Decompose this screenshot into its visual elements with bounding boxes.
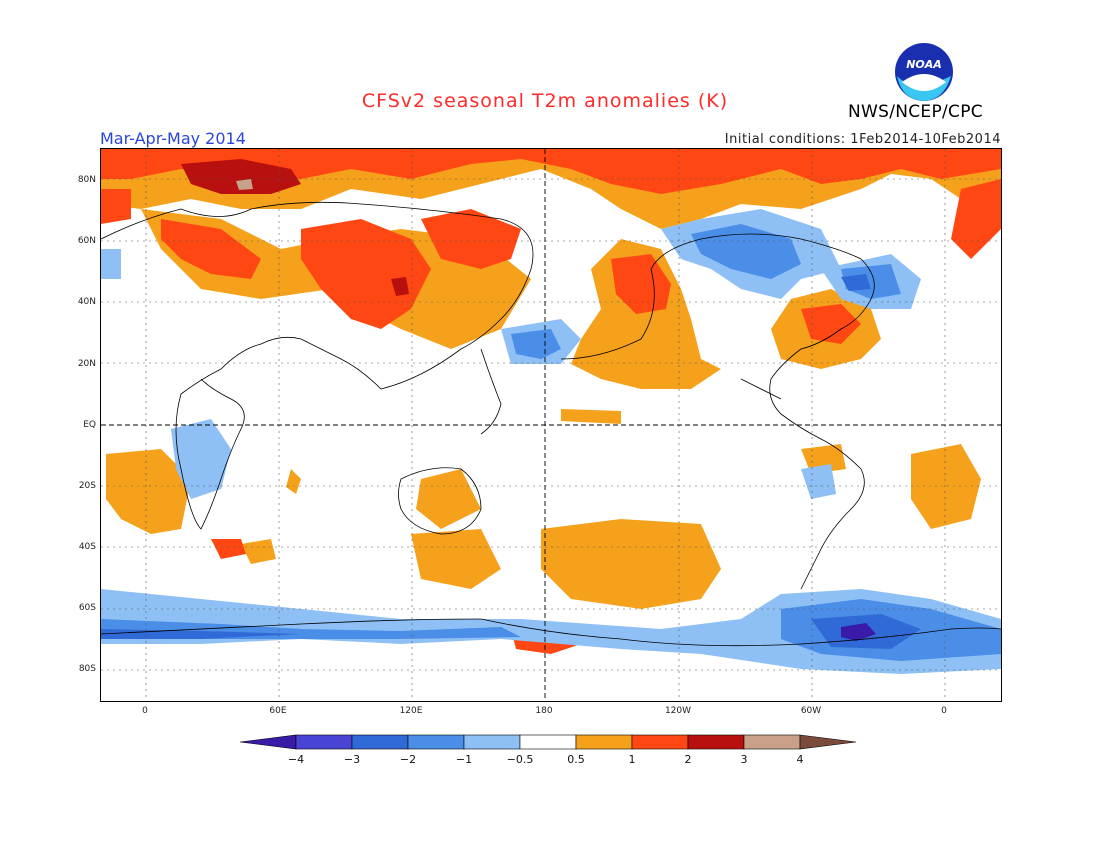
graticule	[101, 149, 1001, 701]
chart-title: CFSv2 seasonal T2m anomalies (K)	[361, 90, 729, 112]
reference-lines	[101, 149, 1001, 701]
colorbar-segment	[575, 734, 633, 750]
colorbar-tick-label: 0.5	[567, 753, 585, 766]
colorbar-tick-label: 2	[684, 753, 692, 766]
lon-label: 180	[535, 706, 553, 716]
very-strong-warm-regions	[181, 159, 409, 296]
season-label: Mar-Apr-May 2014	[100, 129, 246, 148]
lat-label: 60S	[78, 603, 96, 613]
lat-label: 60N	[77, 236, 96, 246]
lon-label: 60E	[269, 706, 287, 716]
lat-label: 40N	[77, 297, 96, 307]
colorbar-tick-label: 3	[740, 753, 748, 766]
lon-label: 120E	[399, 706, 423, 716]
lon-label: 120W	[664, 706, 692, 716]
colorbar-tick-label: 4	[796, 753, 804, 766]
lon-label: 0	[941, 706, 947, 716]
colorbar-tick-label: 1	[628, 753, 636, 766]
lat-label: 80N	[77, 175, 96, 185]
colorbar-segment	[799, 734, 857, 750]
logo-text: NOAA	[906, 58, 942, 71]
lat-label: EQ	[83, 420, 96, 430]
colorbar-tick-label: −2	[399, 753, 417, 766]
lat-label: 40S	[78, 542, 96, 552]
lat-label: 80S	[78, 664, 96, 674]
lon-label: 60W	[800, 706, 822, 716]
colorbar-segment	[687, 734, 745, 750]
map-svg	[101, 149, 1001, 701]
colorbar-tick-label: −1	[455, 753, 473, 766]
lon-label: 0	[142, 706, 148, 716]
lat-label: 20N	[77, 359, 96, 369]
colorbar-segment	[519, 734, 577, 750]
extreme-warm-regions	[236, 179, 253, 190]
noaa-logo-icon: NOAA	[894, 42, 954, 102]
organization-label: NWS/NCEP/CPC	[848, 102, 983, 122]
coastlines	[101, 201, 1001, 647]
colorbar-segment	[239, 734, 297, 750]
colorbar-tick-label: −0.5	[506, 753, 534, 766]
anomaly-map	[100, 148, 1002, 702]
colorbar-segment	[631, 734, 689, 750]
very-strong-cool-regions	[841, 623, 876, 641]
colorbar	[239, 732, 862, 756]
initial-conditions-label: Initial conditions: 1Feb2014-10Feb2014	[724, 132, 1001, 147]
colorbar-tick-label: −3	[343, 753, 361, 766]
colorbar-segment	[351, 734, 409, 750]
colorbar-segment	[295, 734, 353, 750]
colorbar-segment	[407, 734, 465, 750]
colorbar-segment	[743, 734, 801, 750]
colorbar-tick-label: −4	[287, 753, 305, 766]
lat-label: 20S	[78, 481, 96, 491]
colorbar-segment	[463, 734, 521, 750]
